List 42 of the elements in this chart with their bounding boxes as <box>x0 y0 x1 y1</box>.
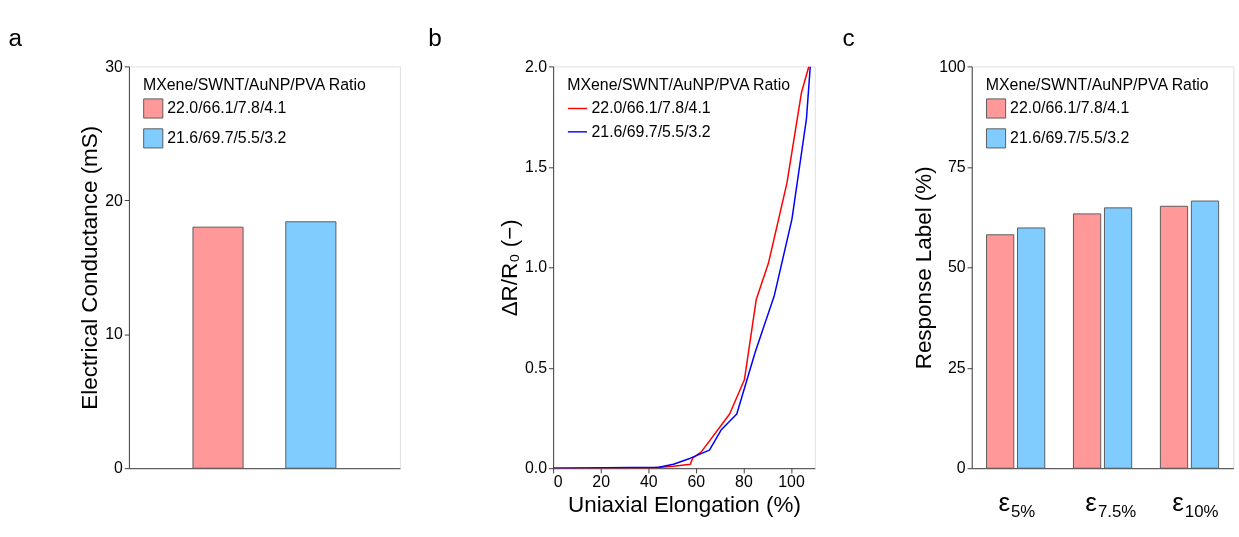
legend-title: MXene/SWNT/AuNP/PVA Ratio <box>142 75 367 93</box>
x-tick-label: 20 <box>592 473 611 491</box>
bar <box>1103 207 1133 469</box>
bar <box>1159 205 1189 469</box>
y-axis-title: Response Label (%) <box>910 166 936 370</box>
y-tick-label: 100 <box>939 57 966 75</box>
y-tick-label: 50 <box>948 258 966 276</box>
x-tick-label: 40 <box>639 473 658 491</box>
legend-label: 22.0/66.1/7.8/4.1 <box>591 99 711 117</box>
x-tick-label: 0 <box>553 473 563 491</box>
x-tick-label: 100 <box>778 473 805 491</box>
legend-label: 22.0/66.1/7.8/4.1 <box>167 99 287 117</box>
y-tick-label: 1.0 <box>525 258 548 276</box>
legend-label: 21.6/69.7/5.5/3.2 <box>591 122 711 140</box>
y-tick-label: 2.0 <box>525 57 548 75</box>
y-tick-label: 1.5 <box>525 158 548 176</box>
bar <box>1072 213 1102 469</box>
y-tick-label: 75 <box>948 158 966 176</box>
y-tick-label: 0.0 <box>525 459 548 477</box>
chart-title: a <box>8 23 23 51</box>
x-axis-title: Uniaxial Elongation (%) <box>567 491 801 517</box>
legend-label: 22.0/66.1/7.8/4.1 <box>1010 99 1130 117</box>
x-tick-label: 80 <box>735 473 753 491</box>
y-tick-label: 25 <box>948 358 966 376</box>
legend-label: 21.6/69.7/5.5/3.2 <box>167 129 287 147</box>
x-tick-label: 60 <box>687 473 706 491</box>
chart-title: b <box>428 23 442 51</box>
bar <box>986 234 1015 469</box>
bar <box>1017 227 1046 469</box>
bar <box>1190 200 1220 469</box>
y-tick-label: 30 <box>105 57 124 75</box>
legend-title: MXene/SWNT/AuNP/PVA Ratio <box>567 75 791 93</box>
y-tick-label: 10 <box>105 325 124 343</box>
y-tick-label: 0 <box>114 459 124 477</box>
y-tick-label: 20 <box>105 191 124 209</box>
chart-title: c <box>842 23 855 51</box>
y-axis-title: ΔR/R₀ (−) <box>496 219 522 317</box>
legend-title: MXene/SWNT/AuNP/PVA Ratio <box>985 75 1209 93</box>
y-tick-label: 0 <box>956 459 966 477</box>
y-tick-label: 0.5 <box>525 358 548 376</box>
legend-label: 21.6/69.7/5.5/3.2 <box>1010 129 1130 147</box>
y-axis-title: Electrical Conductance (mS) <box>76 125 102 410</box>
